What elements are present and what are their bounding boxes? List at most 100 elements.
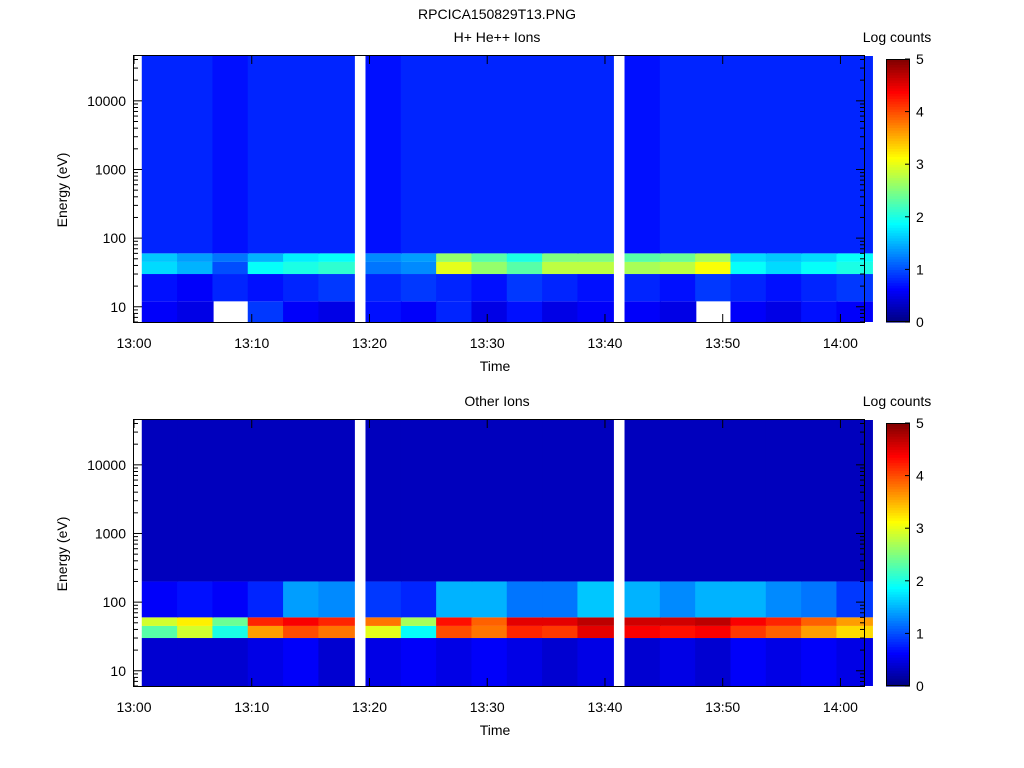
colorbar-step <box>886 543 910 548</box>
heatmap-cell <box>400 274 438 302</box>
colorbar-label: Log counts <box>863 393 932 409</box>
panel-other-ions: Other Ions Log counts Energy (eV) Time 1… <box>54 393 931 738</box>
colorbar-step <box>886 425 910 429</box>
colorbar-step <box>886 69 910 73</box>
colorbar-step <box>886 182 910 186</box>
colorbar-tick-label: 3 <box>916 156 924 172</box>
colorbar-step <box>886 116 910 121</box>
heatmap-cell <box>624 638 662 686</box>
heatmap-cell <box>247 617 285 626</box>
heatmap-cell <box>730 301 767 322</box>
y-axis-label: Energy (eV) <box>54 517 70 592</box>
heatmap-cell <box>177 625 214 639</box>
colorbar-step <box>886 106 910 110</box>
colorbar-step <box>886 593 910 598</box>
colorbar-step <box>886 462 910 466</box>
colorbar-step <box>886 185 910 189</box>
heatmap-cell <box>624 301 662 322</box>
colorbar-step <box>886 651 910 656</box>
heatmap-cell <box>624 253 662 262</box>
colorbar-step <box>886 130 910 134</box>
heatmap-cell <box>141 625 179 639</box>
colorbar-step <box>886 528 910 532</box>
heatmap-cell <box>542 617 579 626</box>
colorbar-step <box>886 195 910 199</box>
heatmap-cell <box>801 420 838 582</box>
heatmap-cell <box>659 625 697 639</box>
heatmap-cell <box>318 253 355 262</box>
heatmap-cell <box>801 638 838 686</box>
colorbar-step <box>886 570 910 574</box>
heatmap-cell <box>659 617 697 626</box>
colorbar-step <box>886 449 910 453</box>
colorbar-step <box>886 293 910 297</box>
heatmap-cell <box>624 261 662 275</box>
colorbar-step <box>886 575 910 579</box>
colorbar-step <box>886 237 910 242</box>
colorbar-step <box>886 103 910 107</box>
colorbar-step <box>886 240 910 244</box>
colorbar-step <box>886 438 910 443</box>
heatmap-cell <box>212 625 249 639</box>
colorbar-step <box>886 311 910 315</box>
heatmap-cell <box>765 56 803 254</box>
heatmap-cell <box>471 625 508 639</box>
y-tick-label: 1000 <box>95 161 126 177</box>
heatmap-cell <box>542 274 579 302</box>
heatmap-cell <box>765 261 803 275</box>
heatmap-cell <box>542 261 579 275</box>
heatmap-cells <box>141 420 873 686</box>
colorbar-step <box>886 208 910 213</box>
heatmap-cell <box>177 253 214 262</box>
colorbar-step <box>886 306 910 310</box>
colorbar-step <box>886 657 910 661</box>
colorbar-step <box>886 245 910 249</box>
heatmap-cell <box>365 638 402 686</box>
heatmap-cell <box>141 420 179 582</box>
x-tick-label: 13:30 <box>470 335 505 351</box>
heatmap-cell <box>801 56 838 254</box>
colorbar-step <box>886 614 910 619</box>
heatmap-cell <box>801 253 838 262</box>
colorbar-step <box>886 430 910 435</box>
heatmap-cell <box>436 56 473 254</box>
x-tick-label: 13:30 <box>470 699 505 715</box>
heatmap-cell <box>695 420 732 582</box>
heatmap-cell <box>400 56 438 254</box>
colorbar-step <box>886 66 910 71</box>
colorbar-step <box>886 295 910 299</box>
colorbar-label: Log counts <box>863 29 932 45</box>
colorbar-step <box>886 137 910 142</box>
heatmap-cell <box>695 617 732 626</box>
colorbar-step <box>886 108 910 113</box>
colorbar-step <box>886 617 910 621</box>
heatmap-cell <box>212 638 249 686</box>
x-tick-label: 13:50 <box>705 335 740 351</box>
heatmap-cell <box>506 301 544 322</box>
heatmap-cell <box>247 261 285 275</box>
colorbar-tick-label: 2 <box>916 573 924 589</box>
x-tick-label: 13:40 <box>587 335 622 351</box>
colorbar-step <box>886 533 910 537</box>
heatmap-cell <box>695 638 732 686</box>
colorbar-step <box>886 319 910 323</box>
heatmap-cell <box>836 274 873 302</box>
heatmap-cell <box>542 638 579 686</box>
colorbar-step <box>886 633 910 637</box>
heatmap-cell <box>471 261 508 275</box>
heatmap-cell <box>141 253 179 262</box>
colorbar-step <box>886 227 910 231</box>
colorbar-step <box>886 298 910 302</box>
heatmap-cell <box>247 581 285 618</box>
colorbar-step <box>886 444 910 448</box>
heatmap-cell <box>400 420 438 582</box>
heatmap-cell <box>730 261 767 275</box>
colorbar-step <box>886 229 910 234</box>
colorbar-step <box>886 90 910 94</box>
heatmap-cell <box>283 301 320 322</box>
colorbar-step <box>886 203 910 207</box>
colorbar-step <box>886 557 910 561</box>
heatmap-cell <box>283 420 320 582</box>
heatmap-cell <box>365 420 402 582</box>
heatmap-cell <box>212 253 249 262</box>
